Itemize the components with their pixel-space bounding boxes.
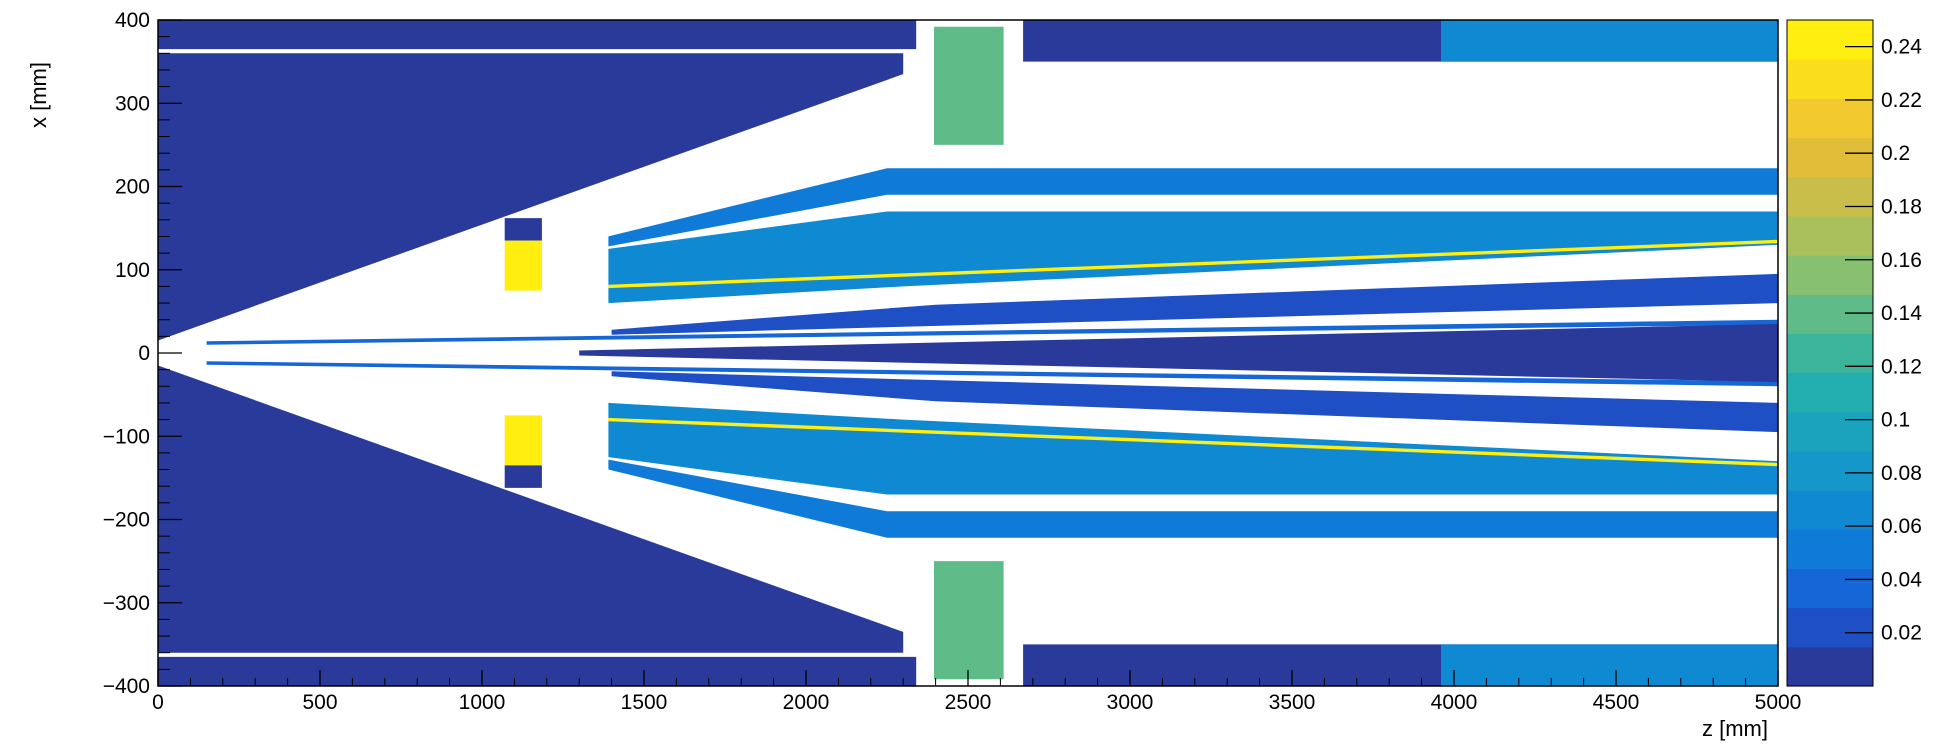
y-tick-label: 200 [115, 176, 150, 199]
region-beam-pipe-upper [206, 319, 1779, 345]
region-detector-block-lower [504, 465, 542, 488]
colorbar-band [1787, 98, 1873, 139]
y-tick-label: 400 [115, 9, 150, 32]
region-outer-yoke-lower [158, 656, 917, 686]
colorbar-band [1787, 333, 1873, 374]
x-tick-label: 1000 [459, 691, 506, 714]
colorbar-band [1787, 568, 1873, 609]
colorbar-band [1787, 450, 1873, 491]
colorbar-border [1786, 19, 1874, 687]
x-tick-label: 3000 [1107, 691, 1154, 714]
region-detector-block-lower-yellow [504, 415, 542, 466]
x-tick-label: 500 [302, 691, 337, 714]
colorbar-tick-label: 0.22 [1881, 89, 1922, 112]
y-tick-label: 100 [115, 259, 150, 282]
colorbar-band [1787, 607, 1873, 648]
y-axis: −400 −300 −200 −100 0 100 200 300 400 [103, 9, 182, 698]
colorbar-band [1787, 490, 1873, 530]
region-inner-layer-upper [611, 273, 1778, 335]
colorbar-band [1787, 411, 1873, 452]
region-beam-pipe-lower [206, 361, 1779, 387]
region-detector-block-upper [504, 218, 542, 241]
colorbar-band [1787, 20, 1873, 60]
colorbar-band [1787, 372, 1873, 413]
y-tick-label: −200 [103, 509, 150, 532]
y-tick-label: −100 [103, 425, 150, 448]
region-rear-segments-lower [1441, 644, 1778, 686]
colorbar-band [1787, 646, 1873, 687]
colorbar-tick-label: 0.06 [1881, 515, 1922, 538]
colorbar-band [1787, 529, 1873, 570]
colorbar-band [1787, 215, 1873, 256]
y-axis-title: x [mm] [26, 62, 51, 128]
colorbar-tick-label: 0.18 [1881, 195, 1922, 218]
colorbar-band [1787, 137, 1873, 178]
x-axis: 0 500 1000 1500 2000 2500 3000 3500 4000 4500 5000 [152, 670, 1801, 714]
region-outer-yoke-upper [158, 20, 917, 50]
x-axis-title: z [mm] [1702, 716, 1768, 741]
colorbar-tick-label: 0.04 [1881, 568, 1922, 591]
region-detector-block-upper-yellow [504, 240, 542, 291]
region-tracker-mid-upper [608, 211, 1778, 304]
colorbar: 0.02 0.04 0.06 0.08 0.1 0.12 0.14 0.16 0.18 0.2 0.… [1786, 19, 1922, 687]
colorbar-band [1787, 176, 1873, 217]
y-tick-label: 0 [138, 342, 150, 365]
region-yellow-line-lower [608, 417, 1778, 467]
x-tick-label: 3500 [1269, 691, 1316, 714]
x-tick-label: 1500 [621, 691, 668, 714]
region-cone-lower [158, 365, 904, 653]
colorbar-tick-label: 0.16 [1881, 249, 1922, 272]
region-tracker-outer-upper [608, 168, 1778, 247]
region-tracker-mid-lower [608, 402, 1778, 495]
y-tick-label: −400 [103, 675, 150, 698]
colorbar-tick-label: 0.24 [1881, 36, 1922, 59]
region-rear-segments-upper [1441, 20, 1778, 62]
region-yellow-line-upper [608, 239, 1778, 289]
y-tick-label: 300 [115, 92, 150, 115]
x-tick-label: 5000 [1755, 691, 1802, 714]
colorbar-tick-label: 0.1 [1881, 409, 1910, 432]
x-tick-label: 4000 [1431, 691, 1478, 714]
region-calorimeter-lower [934, 561, 1004, 680]
colorbar-band [1787, 294, 1873, 335]
region-calorimeter-upper [934, 26, 1004, 145]
x-tick-label: 2000 [783, 691, 830, 714]
x-tick-label: 0 [152, 691, 164, 714]
colorbar-tick-label: 0.12 [1881, 355, 1922, 378]
y-tick-label: −300 [103, 592, 150, 615]
region-cone-upper [158, 53, 904, 341]
x-tick-label: 2500 [945, 691, 992, 714]
colorbar-tick-label: 0.02 [1881, 622, 1922, 645]
region-tracker-outer-lower [608, 459, 1778, 538]
plot-area [158, 20, 1779, 686]
x-tick-label: 4500 [1593, 691, 1640, 714]
colorbar-tick-label: 0.14 [1881, 302, 1922, 325]
colorbar-tick-label: 0.08 [1881, 462, 1922, 485]
region-core-wedge [579, 323, 1779, 383]
region-inner-layer-lower [611, 371, 1778, 433]
colorbar-band [1787, 255, 1873, 295]
colorbar-band [1787, 59, 1873, 99]
colorbar-tick-label: 0.2 [1881, 142, 1910, 165]
